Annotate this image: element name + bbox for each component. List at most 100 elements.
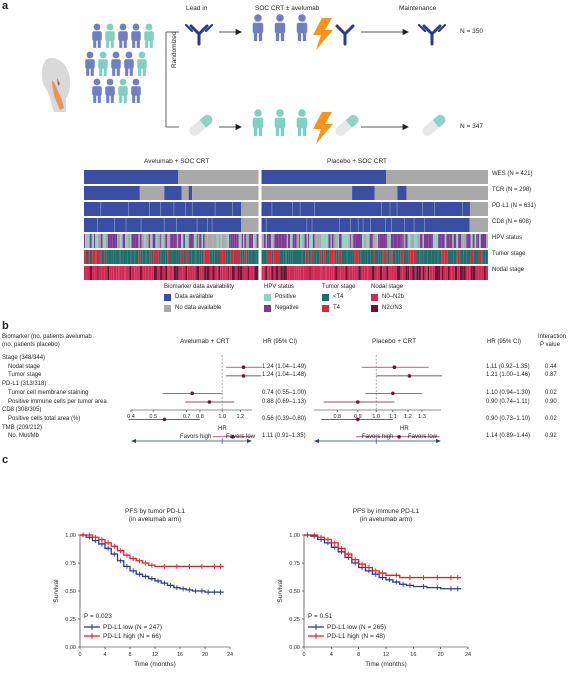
km-plot-km-tumor: PFS by tumor PD-L1(in avelumab arm)0.000… bbox=[53, 508, 233, 668]
heatmap-cell bbox=[283, 266, 287, 280]
heatmap-cell bbox=[242, 266, 245, 280]
panel-b-letter: b bbox=[2, 320, 9, 332]
heatmap-cell bbox=[382, 266, 386, 280]
heatmap-cell bbox=[434, 202, 435, 216]
heatmap-cell bbox=[241, 202, 259, 216]
capsule-icon bbox=[189, 114, 446, 136]
person-icon bbox=[85, 51, 95, 76]
heatmap-cell bbox=[186, 250, 189, 264]
heatmap-cell bbox=[455, 234, 459, 248]
heatmap-cell bbox=[125, 234, 128, 248]
heatmap-cell bbox=[275, 250, 278, 264]
km-title: PFS by immune PD-L1 bbox=[353, 508, 420, 515]
x-tick-label: 0.8 bbox=[196, 414, 204, 420]
heatmap-cell bbox=[224, 234, 227, 248]
person-icon bbox=[118, 78, 128, 103]
heatmap-cell bbox=[117, 234, 121, 248]
heatmap-cell bbox=[93, 234, 96, 248]
heatmap-cell bbox=[444, 234, 447, 248]
heatmap-cell bbox=[438, 250, 442, 264]
heatmap-cell bbox=[111, 266, 114, 280]
heatmap-cell bbox=[357, 218, 359, 232]
heatmap-cell bbox=[128, 266, 130, 280]
heatmap-cell bbox=[237, 250, 241, 264]
heatmap-cell bbox=[462, 266, 464, 280]
hr-point bbox=[392, 365, 397, 370]
heatmap-cell bbox=[397, 186, 407, 200]
heatmap-cell bbox=[254, 266, 256, 280]
heatmap-cell bbox=[339, 218, 340, 232]
heatmap-cell bbox=[194, 266, 197, 280]
heatmap-cell bbox=[300, 234, 302, 248]
heatmap-cell bbox=[477, 234, 480, 248]
legend-swatch bbox=[322, 305, 329, 312]
heatmap-cell bbox=[181, 234, 184, 248]
radiation-lightning-icon bbox=[313, 18, 333, 144]
heatmap-cell bbox=[271, 250, 274, 264]
heatmap-cell bbox=[217, 250, 220, 264]
forest-interaction-p: 0.02 bbox=[545, 389, 557, 396]
heatmap-cell bbox=[474, 234, 477, 248]
x-tick-label: 0.5 bbox=[149, 414, 157, 420]
heatmap-cell bbox=[435, 234, 439, 248]
heatmap-cell bbox=[316, 250, 320, 264]
heatmap-cell bbox=[255, 266, 259, 280]
heatmap-cell bbox=[222, 250, 226, 264]
heatmap-cell bbox=[204, 250, 207, 264]
y-tick-label: 0.50 bbox=[289, 589, 300, 595]
heatmap-cell bbox=[204, 234, 208, 248]
heatmap-cell bbox=[325, 250, 328, 264]
heatmap-cell bbox=[253, 266, 255, 280]
heatmap-cell bbox=[369, 234, 372, 248]
heatmap-cell bbox=[153, 250, 156, 264]
heatmap-cell bbox=[482, 250, 486, 264]
heatmap-cell bbox=[365, 250, 368, 264]
heatmap-cell bbox=[326, 234, 329, 248]
heatmap-cell bbox=[405, 234, 408, 248]
x-tick-label: 0.7 bbox=[183, 414, 191, 420]
heatmap-cell bbox=[310, 234, 312, 248]
heatmap-cell bbox=[91, 234, 94, 248]
heatmap-cell bbox=[451, 250, 454, 264]
hr-point bbox=[230, 435, 235, 439]
heatmap-cell bbox=[121, 266, 125, 280]
heatmap-cell bbox=[481, 266, 485, 280]
heatmap-cell bbox=[172, 250, 177, 264]
panel-a-letter: a bbox=[2, 0, 9, 12]
antibody-icon bbox=[417, 23, 447, 46]
heatmap-cell bbox=[214, 266, 218, 280]
km-plot-km-immune: PFS by immune PD-L1(in avelumab arm) 0.00… bbox=[277, 508, 471, 668]
heatmap-cell bbox=[293, 250, 297, 264]
heatmap-cell bbox=[312, 234, 315, 248]
heatmap-cell bbox=[447, 266, 450, 280]
heatmap-cell bbox=[409, 266, 413, 280]
heatmap-cell bbox=[176, 266, 179, 280]
heatmap-cell bbox=[397, 234, 401, 248]
heatmap-cell bbox=[323, 250, 326, 264]
heatmap-cell bbox=[263, 250, 267, 264]
heatmap-cell bbox=[344, 250, 347, 264]
heatmap-cell bbox=[267, 266, 269, 280]
km-curve bbox=[304, 534, 462, 579]
person-icon bbox=[296, 109, 308, 137]
heatmap-cell bbox=[192, 186, 259, 200]
heatmap-cell bbox=[191, 202, 193, 216]
heatmap-cell bbox=[150, 250, 152, 264]
x-tick-label: 12 bbox=[152, 652, 158, 658]
heatmap-cell bbox=[321, 234, 324, 248]
heatmap-cell bbox=[143, 266, 146, 280]
heatmap-cell bbox=[467, 234, 471, 248]
heatmap-cell bbox=[131, 234, 134, 248]
heatmap-cell bbox=[220, 234, 222, 248]
heatmap-cell bbox=[319, 234, 322, 248]
heatmap-cell bbox=[303, 266, 307, 280]
forest-arm-title-placebo: Placebo + CRT bbox=[372, 338, 417, 345]
heatmap-cell bbox=[459, 266, 463, 280]
heatmap-cell bbox=[479, 234, 481, 248]
heatmap-cell bbox=[309, 266, 311, 280]
heatmap-cell bbox=[453, 234, 456, 248]
heatmap-cell bbox=[472, 234, 475, 248]
heatmap-cell bbox=[354, 250, 356, 264]
forest-row-label: Tumor stage bbox=[8, 372, 42, 379]
heatmap-cell bbox=[183, 250, 186, 264]
